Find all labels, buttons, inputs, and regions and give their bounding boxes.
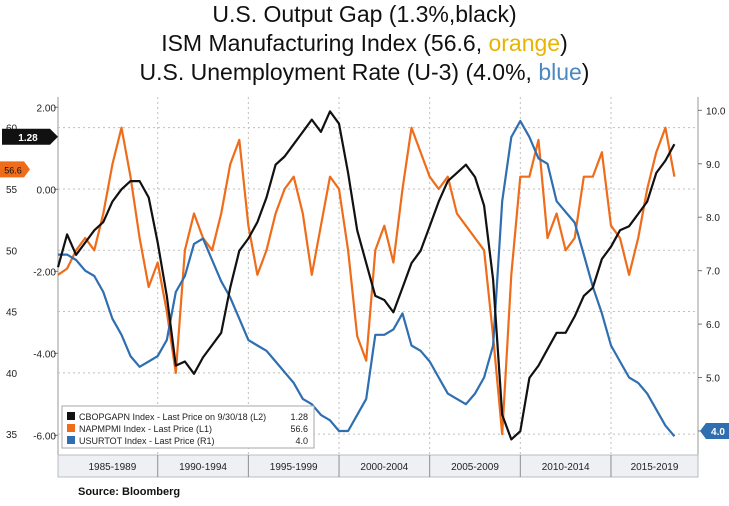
legend-swatch-output_gap: [67, 412, 75, 420]
last-value-tags: 1.28 56.6 4.0: [0, 128, 729, 439]
x-tick-label: 2015-2019: [631, 462, 679, 473]
l2-tick-label: 2.00: [37, 103, 57, 114]
title-line-3-color-word: blue: [538, 59, 582, 85]
r1-tick-label: 5.0: [706, 374, 720, 385]
l2-tick-label: -6.00: [33, 431, 56, 442]
legend-swatch-ism: [67, 424, 75, 432]
l1-tick-label: 35: [6, 430, 18, 441]
r1-tick-label: 10.0: [706, 106, 726, 117]
legend-value: 56.6: [290, 424, 308, 434]
legend-value: 1.28: [290, 412, 308, 422]
x-tick-label: 2005-2009: [451, 462, 499, 473]
last-value-tag-ism: [0, 161, 30, 178]
r1-tick-label: 8.0: [706, 213, 720, 224]
series-lines: [56, 110, 676, 441]
title-line-2-color-word: orange: [488, 30, 561, 56]
series-line-output_gap: [56, 110, 676, 441]
l1-tick-label: 50: [6, 246, 18, 257]
title-line-3-prefix: U.S. Unemployment Rate (U-3) (4.0%,: [139, 59, 539, 85]
legend-box: [61, 405, 315, 449]
x-tick-label: 1985-1989: [88, 462, 136, 473]
bloomberg-line-chart: 1985-1989 1990-1994 1995-1999 2000-2004 2005…: [0, 95, 729, 486]
x-tick-label: 1990-1994: [179, 462, 227, 473]
legend-swatch-unemployment: [67, 436, 75, 444]
r1-tick-label: 9.0: [706, 160, 720, 171]
x-axis-strip: [57, 454, 699, 478]
title-line-2-suffix: ): [560, 30, 568, 56]
legend-value: 4.0: [295, 436, 308, 446]
x-tick-label: 1995-1999: [270, 462, 318, 473]
last-value-tag-label: 4.0: [711, 427, 725, 438]
source-note: Source: Bloomberg: [78, 486, 181, 498]
r1-tick-label: 6.0: [706, 320, 720, 331]
title-line-3: U.S. Unemployment Rate (U-3) (4.0%, blue…: [0, 58, 729, 87]
l2-tick-label: -2.00: [33, 267, 56, 278]
series-line-unemployment: [58, 119, 676, 438]
legend-label: NAPMPMI Index - Last Price (L1): [79, 424, 212, 434]
title-line-3-suffix: ): [581, 59, 590, 85]
x-tick-label: 2000-2004: [360, 462, 408, 473]
last-value-tag-unemployment: [700, 422, 729, 439]
l1-tick-label: 40: [6, 369, 18, 380]
legend-label: USURTOT Index - Last Price (R1): [79, 436, 215, 446]
l1-tick-label: 55: [6, 185, 18, 196]
last-value-tag-label: 56.6: [4, 165, 22, 175]
title-line-1: U.S. Output Gap (1.3%,black): [212, 1, 517, 27]
chart-titles: U.S. Output Gap (1.3%,black) ISM Manufac…: [0, 0, 729, 87]
title-line-2-prefix: ISM Manufacturing Index (56.6,: [161, 30, 489, 56]
x-axis: 1985-1989 1990-1994 1995-1999 2000-2004 2005…: [57, 454, 699, 478]
x-tick-label: 2010-2014: [542, 462, 590, 473]
series-line-ism: [57, 126, 676, 436]
legend: CBOPGAPN Index - Last Price on 9/30/18 (…: [61, 405, 315, 449]
l2-tick-label: -4.00: [33, 349, 56, 360]
l2-tick-label: 0.00: [37, 185, 57, 196]
legend-label: CBOPGAPN Index - Last Price on 9/30/18 (…: [79, 412, 266, 422]
l1-tick-label: 45: [6, 308, 18, 319]
last-value-tag-output_gap: [2, 128, 58, 145]
r1-tick-label: 7.0: [706, 267, 720, 278]
title-line-2: ISM Manufacturing Index (56.6, orange): [0, 29, 729, 58]
last-value-tag-label: 1.28: [18, 133, 38, 144]
